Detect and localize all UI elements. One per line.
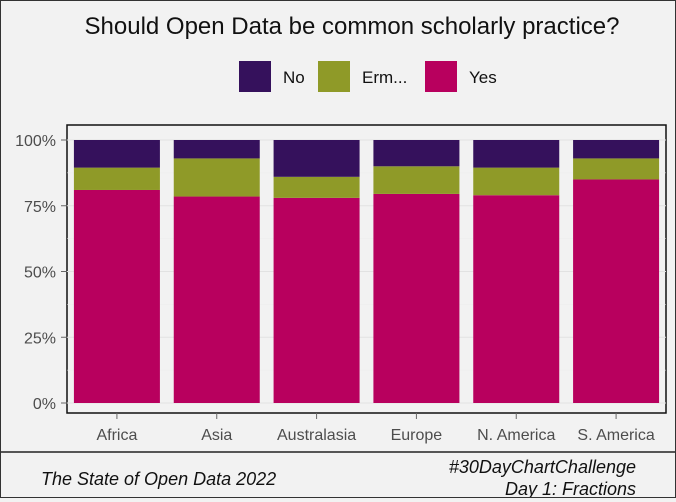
- x-tick-label: Africa: [96, 427, 137, 444]
- y-tick-label: 50%: [24, 265, 56, 282]
- x-tick-label: Asia: [201, 427, 232, 444]
- y-tick-label: 25%: [24, 330, 56, 347]
- bar-europe-no: [373, 140, 460, 167]
- legend-swatch-yes: [425, 61, 457, 92]
- bar-australasia-erm: [273, 176, 360, 198]
- bar-europe-yes: [373, 193, 460, 403]
- bar-asia-no: [173, 140, 260, 159]
- bar-s-america-no: [573, 140, 660, 159]
- x-axis: Africa Asia Australasia Europe N. America S. …: [96, 413, 655, 444]
- bar-africa-no: [73, 140, 160, 168]
- bar-n-america-no: [473, 140, 560, 168]
- gridlines: [67, 139, 666, 404]
- caption-source: The State of Open Data 2022: [41, 469, 276, 489]
- legend-swatch-no: [239, 61, 271, 92]
- x-tick-label: N. America: [477, 427, 555, 444]
- bar-s-america-erm: [573, 158, 660, 180]
- bar-n-america-yes: [473, 195, 560, 403]
- legend-swatch-erm: [318, 61, 350, 92]
- legend-label-erm: Erm...: [362, 68, 407, 87]
- x-tick-label: Europe: [391, 427, 443, 444]
- legend: No Erm... Yes: [239, 61, 497, 92]
- bar-asia-erm: [173, 158, 260, 197]
- legend-label-yes: Yes: [469, 68, 497, 87]
- bars: [73, 140, 660, 403]
- y-axis: 0% 25% 50% 75% 100%: [15, 133, 67, 413]
- x-tick-label: S. America: [577, 427, 654, 444]
- bar-asia-yes: [173, 196, 260, 403]
- bar-s-america-yes: [573, 179, 660, 403]
- bar-europe-erm: [373, 166, 460, 194]
- legend-label-no: No: [283, 68, 305, 87]
- y-tick-label: 75%: [24, 199, 56, 216]
- bar-australasia-no: [273, 140, 360, 177]
- caption-challenge: #30DayChartChallenge: [449, 457, 636, 477]
- bar-africa-yes: [73, 189, 160, 403]
- bar-n-america-erm: [473, 167, 560, 196]
- y-tick-label: 0%: [33, 396, 56, 413]
- bar-australasia-yes: [273, 197, 360, 403]
- bar-africa-erm: [73, 167, 160, 190]
- chart-title: Should Open Data be common scholarly pra…: [85, 13, 620, 40]
- y-tick-label: 100%: [15, 133, 56, 150]
- x-tick-label: Australasia: [277, 427, 356, 444]
- caption-day: Day 1: Fractions: [505, 479, 636, 497]
